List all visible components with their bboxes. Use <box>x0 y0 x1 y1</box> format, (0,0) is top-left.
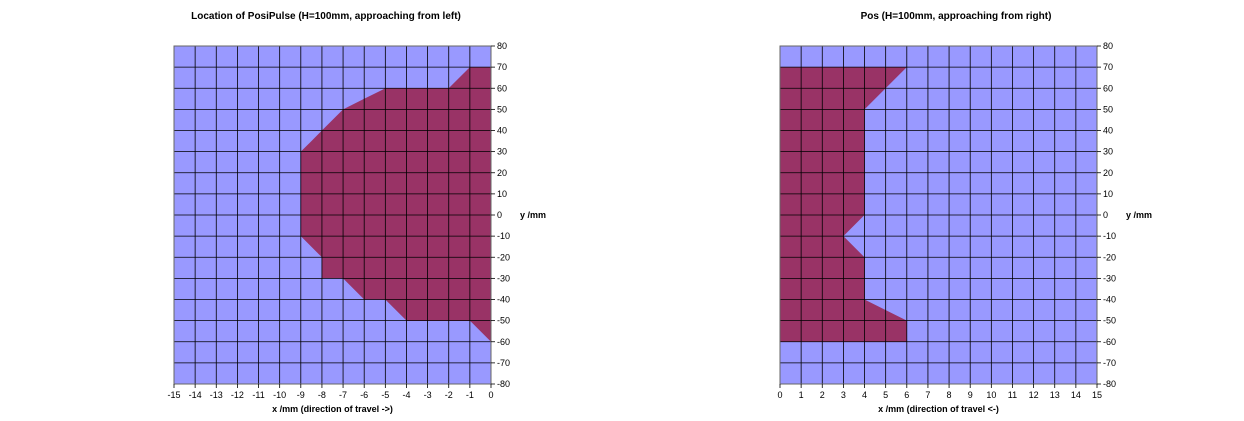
x-tick-label: -13 <box>210 390 223 400</box>
x-axis-label: x /mm (direction of travel <-) <box>878 404 999 414</box>
chart-2: Pos (H=100mm, approaching from right)0 1 2… <box>777 11 1152 414</box>
y-tick-label: 0 <box>497 210 502 220</box>
y-tick-label: 80 <box>1103 41 1113 51</box>
y-tick-label: 0 <box>1103 210 1108 220</box>
x-tick-label: 15 <box>1092 390 1102 400</box>
x-tick-label: 8 <box>947 390 952 400</box>
x-tick-label: -14 <box>189 390 202 400</box>
y-tick-label: -40 <box>1103 295 1116 305</box>
x-tick-label: 5 <box>883 390 888 400</box>
x-tick-label: -11 <box>252 390 264 400</box>
pulse-region <box>300 67 491 342</box>
y-tick-label: 60 <box>497 83 507 93</box>
y-tick-label: 20 <box>1103 168 1113 178</box>
x-tick-label: -1 <box>466 390 474 400</box>
y-tick-label: 30 <box>1103 147 1113 157</box>
x-tick-label: 12 <box>1029 390 1039 400</box>
y-tick-label: 70 <box>1103 62 1113 72</box>
y-axis-label: y /mm <box>1126 210 1152 220</box>
x-tick-label: -12 <box>231 390 244 400</box>
y-tick-label: 40 <box>1103 126 1113 136</box>
x-tick-label: 9 <box>968 390 973 400</box>
y-tick-label: -70 <box>1103 358 1116 368</box>
x-tick-label: -4 <box>402 390 410 400</box>
y-tick-label: -20 <box>1103 252 1116 262</box>
chart-title: Location of PosiPulse (H=100mm, approach… <box>191 11 461 22</box>
y-tick-label: -30 <box>497 273 510 283</box>
y-tick-label: -30 <box>1103 273 1116 283</box>
x-tick-label: 14 <box>1071 390 1081 400</box>
y-axis-label: y /mm <box>520 210 546 220</box>
y-tick-label: 10 <box>1103 189 1113 199</box>
x-tick-label: 1 <box>799 390 804 400</box>
y-tick-label: 70 <box>497 62 507 72</box>
x-tick-label: -10 <box>273 390 286 400</box>
chart-title: Pos (H=100mm, approaching from right) <box>861 11 1052 22</box>
y-tick-label: 10 <box>497 189 507 199</box>
x-tick-label: -2 <box>445 390 453 400</box>
x-tick-label: 13 <box>1050 390 1060 400</box>
chart-1: Location of PosiPulse (H=100mm, approach… <box>167 11 546 414</box>
x-tick-label: 0 <box>777 390 782 400</box>
x-tick-label: -5 <box>381 390 389 400</box>
y-tick-label: -50 <box>497 316 510 326</box>
x-tick-label: 3 <box>841 390 846 400</box>
y-tick-label: -60 <box>497 337 510 347</box>
x-tick-label: 7 <box>925 390 930 400</box>
x-tick-label: 10 <box>986 390 996 400</box>
x-tick-label: 6 <box>904 390 909 400</box>
x-tick-label: -15 <box>167 390 180 400</box>
y-tick-label: 60 <box>1103 83 1113 93</box>
y-tick-label: -20 <box>497 252 510 262</box>
y-tick-label: -10 <box>497 231 510 241</box>
y-tick-label: -80 <box>497 379 510 389</box>
y-tick-label: -60 <box>1103 337 1116 347</box>
y-tick-label: 40 <box>497 126 507 136</box>
y-tick-label: 30 <box>497 147 507 157</box>
x-tick-label: -7 <box>339 390 347 400</box>
x-tick-label: 4 <box>862 390 867 400</box>
y-tick-label: 20 <box>497 168 507 178</box>
x-axis-label: x /mm (direction of travel ->) <box>272 404 393 414</box>
x-tick-label: 11 <box>1008 390 1017 400</box>
x-tick-label: -8 <box>318 390 326 400</box>
x-tick-label: 0 <box>488 390 493 400</box>
y-tick-label: 50 <box>1103 104 1113 114</box>
y-tick-label: -80 <box>1103 379 1116 389</box>
y-tick-label: 50 <box>497 104 507 114</box>
y-tick-label: -40 <box>497 295 510 305</box>
y-tick-label: -70 <box>497 358 510 368</box>
y-tick-label: -10 <box>1103 231 1116 241</box>
x-tick-label: -9 <box>297 390 305 400</box>
x-tick-label: -6 <box>360 390 368 400</box>
x-tick-label: 2 <box>820 390 825 400</box>
y-tick-label: -50 <box>1103 316 1116 326</box>
y-tick-label: 80 <box>497 41 507 51</box>
x-tick-label: -3 <box>424 390 432 400</box>
